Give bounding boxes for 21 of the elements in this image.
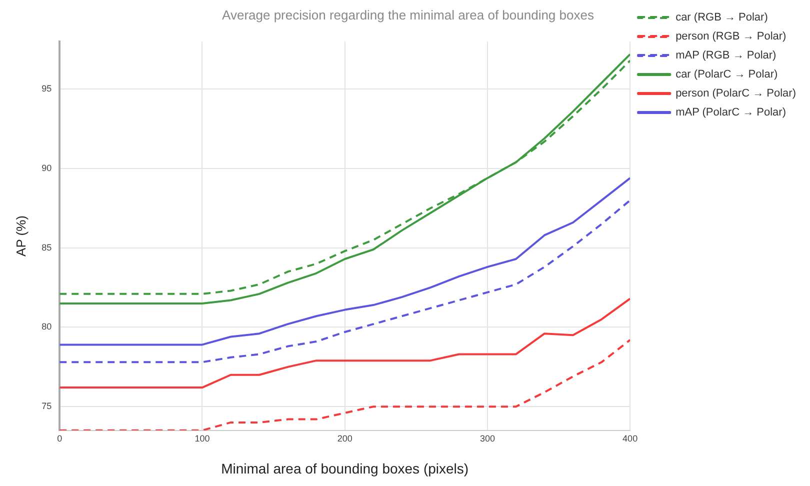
legend-label: car (RGB → Polar) — [676, 12, 768, 24]
legend-label: car (PolarC → Polar) — [676, 68, 778, 81]
legend-label: mAP (PolarC → Polar) — [676, 106, 786, 119]
x-tick-label: 100 — [194, 433, 210, 444]
y-tick-label: 90 — [42, 163, 52, 174]
chart-title: Average precision regarding the minimal area of bounding boxes — [222, 7, 594, 22]
y-axis-title: AP (%) — [13, 216, 28, 256]
x-tick-label: 0 — [57, 433, 62, 444]
y-tick-label: 80 — [42, 322, 52, 332]
y-tick-label: 85 — [42, 242, 52, 252]
legend-label: person (RGB → Polar) — [676, 30, 786, 43]
y-tick-label: 75 — [42, 401, 52, 412]
line-series — [60, 199, 630, 364]
x-tick-label: 200 — [337, 433, 352, 444]
x-axis-title: Minimal area of bounding boxes (pixels) — [221, 460, 469, 476]
legend-label: mAP (RGB → Polar) — [676, 50, 776, 62]
y-tick-label: 95 — [42, 84, 52, 94]
legend-label: person (PolarC → Polar) — [676, 88, 796, 100]
x-tick-label: 300 — [480, 433, 495, 444]
x-tick-label: 400 — [622, 433, 638, 444]
line-series — [60, 338, 630, 430]
